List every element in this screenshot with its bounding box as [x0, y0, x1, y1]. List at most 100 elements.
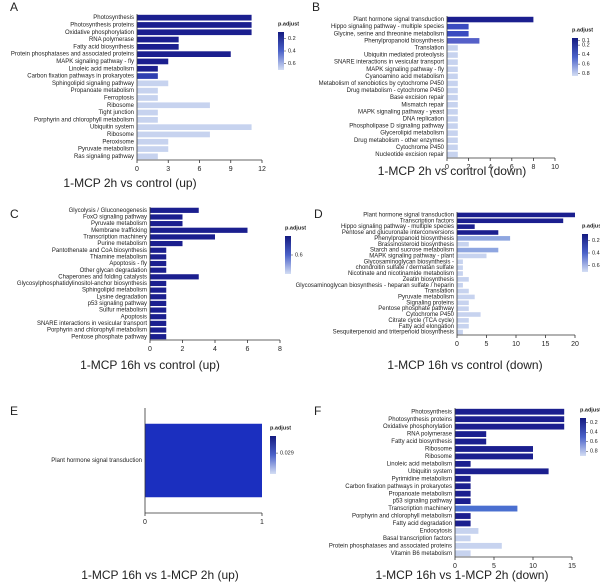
- bar: [455, 460, 471, 467]
- bar: [447, 52, 458, 58]
- colorbar: [285, 236, 291, 274]
- category-label: Ribosome: [107, 132, 135, 138]
- category-label: Phenylpropanoid biosynthesis: [374, 236, 454, 242]
- category-label: Apoptosis: [121, 314, 147, 320]
- chart-title: 1-MCP 16h vs control (down): [387, 358, 542, 372]
- category-label: Ribosome: [425, 454, 453, 460]
- category-label: Pentose phosphate pathway: [71, 334, 147, 340]
- x-tick-label: 2: [467, 164, 471, 171]
- category-label: Carbon fixation pathways in prokaryotes: [27, 74, 134, 80]
- colorbar-tick-label: 0.2: [582, 43, 590, 49]
- colorbar: [582, 234, 588, 272]
- bar: [150, 260, 167, 267]
- category-label: Nucleotide excision repair: [375, 152, 444, 158]
- bar: [150, 280, 167, 287]
- x-tick-label: 6: [198, 166, 202, 173]
- bar: [150, 247, 167, 253]
- x-tick-label: 5: [492, 563, 496, 570]
- category-label: Plant hormone signal transduction: [363, 213, 454, 219]
- bar: [150, 287, 167, 293]
- x-tick-label: 0: [453, 563, 457, 570]
- bar: [137, 124, 252, 130]
- bar: [447, 137, 458, 144]
- bar: [150, 234, 215, 240]
- bar: [447, 109, 458, 115]
- category-label: Chaperones and folding catalysts: [58, 274, 147, 280]
- category-label: Cyanoamino acid metabolism: [365, 74, 444, 80]
- bar: [150, 240, 183, 247]
- category-label: Drug metabolism - cytochrome P450: [347, 88, 445, 94]
- category-label: Propanoate metabolism: [389, 491, 452, 497]
- bar: [150, 267, 167, 273]
- bar: [457, 212, 575, 218]
- colorbar-tick-label: 0.6: [592, 263, 600, 269]
- bar: [137, 65, 158, 72]
- bar: [137, 44, 179, 50]
- bar: [455, 468, 549, 475]
- category-label: MAPK signaling pathway - fly: [56, 59, 134, 65]
- x-tick-label: 5: [485, 341, 489, 348]
- category-label: Purine metabolism: [97, 241, 147, 247]
- category-label: Cytochrome P450: [396, 145, 445, 151]
- category-label: Signaling proteins: [406, 300, 454, 306]
- category-label: Glycerolipid metabolism: [380, 131, 444, 137]
- category-label: Glycine, serine and threonine metabolism: [334, 31, 444, 37]
- x-tick-label: 15: [568, 563, 576, 570]
- category-label: Porphyrin and chlorophyll metabolism: [34, 117, 134, 123]
- bar: [137, 29, 252, 36]
- category-label: Membrane trafficking: [91, 228, 147, 234]
- colorbar-title: p.adjust: [278, 21, 299, 27]
- chart-title: 1-MCP 16h vs 1-MCP 2h (up): [81, 568, 239, 582]
- category-label: DNA replication: [403, 117, 444, 123]
- panel-letter: E: [10, 404, 18, 418]
- x-tick-label: 6: [246, 346, 250, 353]
- bar: [137, 80, 169, 87]
- bar: [137, 51, 231, 57]
- colorbar: [278, 32, 284, 70]
- colorbar-title: p.adjust: [582, 223, 600, 229]
- category-label: Glycosaminoglycan biosynthesis -: [364, 259, 454, 265]
- category-label: Protein phosphatases and associated prot…: [329, 543, 452, 549]
- bar: [137, 146, 169, 152]
- bar: [150, 294, 167, 300]
- x-tick-label: 0: [135, 166, 139, 173]
- category-label: Ribosome: [425, 447, 453, 453]
- bar: [137, 102, 210, 109]
- x-tick-label: 2: [181, 346, 185, 353]
- x-tick-label: 20: [571, 341, 579, 348]
- x-tick-label: 12: [258, 166, 266, 173]
- category-label: Oxidative phosphorylation: [65, 30, 134, 36]
- category-label: Sesquiterpenoid and triterpenoid biosynt…: [333, 330, 454, 336]
- category-label: Citrate cycle (TCA cycle): [388, 318, 454, 324]
- category-label: Sphingolipid metabolism: [82, 288, 147, 294]
- bar: [137, 131, 210, 138]
- category-label: Fatty acid degradation: [393, 521, 452, 527]
- colorbar-tick-label: 0.2: [590, 420, 598, 426]
- category-label: Translation: [425, 289, 454, 295]
- category-label: Tight junction: [99, 110, 134, 116]
- category-label: Ubiquitin system: [90, 125, 134, 131]
- colorbar-tick-label: 0.4: [582, 52, 590, 58]
- colorbar: [580, 418, 586, 456]
- category-label: p53 signaling pathway: [88, 301, 147, 307]
- bar: [455, 431, 487, 437]
- bar: [447, 130, 458, 136]
- category-label: MAPK signaling pathway - yeast: [358, 109, 444, 115]
- category-label: MAPK signaling pathway - fly: [366, 67, 444, 73]
- colorbar-title: p.adjust: [270, 425, 291, 431]
- bar: [137, 36, 179, 43]
- category-label: Other glycan degradation: [80, 268, 147, 274]
- bar: [455, 408, 565, 415]
- bar: [150, 254, 167, 260]
- category-label: Photosynthesis proteins: [70, 23, 134, 29]
- bar: [150, 274, 199, 280]
- x-tick-label: 8: [278, 346, 282, 353]
- category-label: SNARE interactions in vesicular transpor…: [334, 60, 444, 66]
- bar: [457, 241, 469, 247]
- category-label: Pantothenate and CoA biosynthesis: [52, 248, 147, 254]
- bar: [455, 416, 565, 423]
- bar: [457, 230, 499, 235]
- x-tick-label: 3: [166, 166, 170, 173]
- colorbar-tick-label: 0.6: [295, 252, 303, 258]
- bar: [447, 66, 458, 73]
